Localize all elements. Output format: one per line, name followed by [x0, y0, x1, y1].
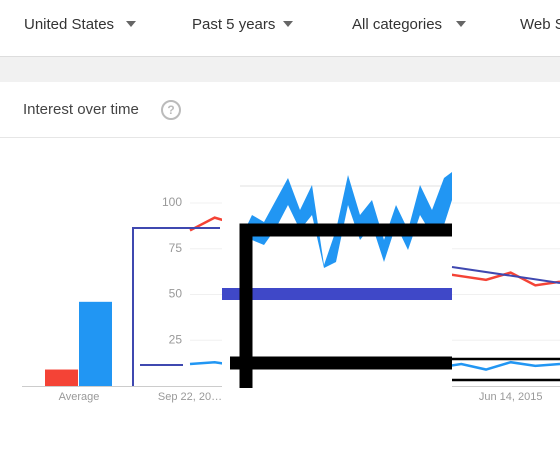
filter[interactable]: Web S [520, 16, 560, 33]
y-tick-label: 50 [169, 287, 183, 301]
inset-fill [240, 172, 452, 268]
average-label: Average [59, 391, 100, 403]
bracket-thin [132, 227, 220, 386]
filter[interactable]: United States [24, 16, 114, 33]
caret [456, 21, 466, 27]
x-tick-label: Sep 22, 20… [158, 391, 222, 403]
help-icon[interactable] [161, 100, 181, 120]
average-bar [45, 369, 78, 386]
overlay-line [451, 266, 560, 284]
help-glyph: ? [167, 103, 174, 117]
bracket [230, 223, 452, 388]
card-title: Interest over time [23, 101, 139, 118]
y-tick-label: 75 [169, 241, 183, 255]
overlay [132, 172, 560, 388]
filter[interactable]: Past 5 years [192, 16, 275, 33]
filter[interactable]: All categories [352, 16, 442, 33]
filter-bar [0, 0, 560, 56]
y-tick-label: 25 [169, 332, 183, 346]
y-tick-label: 100 [162, 195, 182, 209]
gap [0, 56, 560, 82]
x-tick-label: Jun 14, 2015 [479, 391, 543, 403]
caret [283, 21, 293, 27]
inset-band [222, 288, 452, 300]
caret [126, 21, 136, 27]
overlay-line [452, 357, 560, 382]
inset [222, 172, 452, 388]
average-bar [79, 301, 112, 386]
